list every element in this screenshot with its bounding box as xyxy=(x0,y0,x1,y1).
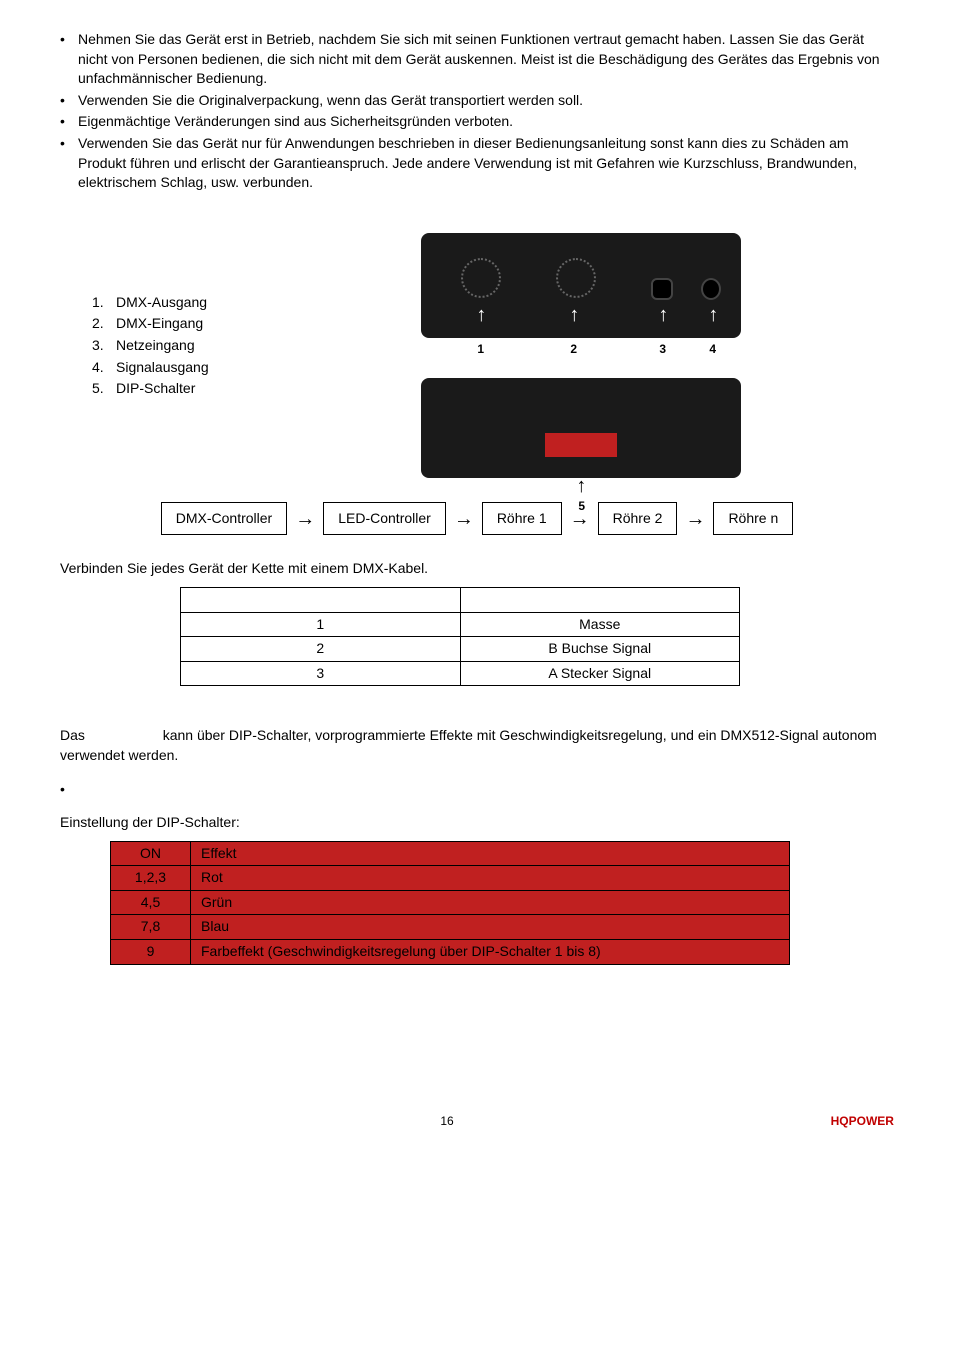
device-image-bottom xyxy=(421,378,741,478)
top-bullet-list: Nehmen Sie das Gerät erst in Betrieb, na… xyxy=(60,30,894,193)
arrow-up-icon: ↑ xyxy=(708,305,718,325)
arrow-right-icon: → xyxy=(685,509,705,529)
table-cell: ON xyxy=(111,841,191,866)
verbinden-text: Verbinden Sie jedes Gerät der Kette mit … xyxy=(60,559,894,579)
page-number: 16 xyxy=(440,1113,453,1130)
flow-box: Röhre 1 xyxy=(482,502,562,536)
table-cell: 4,5 xyxy=(111,890,191,915)
dmx-in-connector xyxy=(556,258,596,298)
table-cell: 1 xyxy=(181,612,461,637)
table-cell: 1,2,3 xyxy=(111,866,191,891)
arrow-up-icon: ↑ xyxy=(576,476,586,496)
device-images: ↑ ↑ ↑ ↑ 1 2 3 4 ↑ 5 xyxy=(269,233,894,478)
img-label: 3 xyxy=(659,341,666,358)
einstellung-label: Einstellung der DIP-Schalter: xyxy=(60,813,894,833)
device-image-top xyxy=(421,233,741,338)
desc-item: 1.DMX-Ausgang xyxy=(92,293,209,313)
bullet-item xyxy=(78,780,894,800)
img-label: 5 xyxy=(578,498,585,515)
dip-settings-table: ONEffekt 1,2,3Rot 4,5Grün 7,8Blau 9Farbe… xyxy=(110,841,790,965)
table-cell: Blau xyxy=(191,915,790,940)
flow-box: LED-Controller xyxy=(323,502,446,536)
signal-port xyxy=(701,278,721,300)
bullet-item: Verwenden Sie das Gerät nur für Anwendun… xyxy=(78,134,894,193)
table-cell: 9 xyxy=(111,940,191,965)
table-cell: Rot xyxy=(191,866,790,891)
arrow-right-icon: → xyxy=(454,509,474,529)
bullet-item: Eigenmächtige Veränderungen sind aus Sic… xyxy=(78,112,894,132)
power-port xyxy=(651,278,673,300)
img-label: 4 xyxy=(709,341,716,358)
desc-item: 2.DMX-Eingang xyxy=(92,314,209,334)
flow-box: DMX-Controller xyxy=(161,502,287,536)
desc-numbered-list: 1.DMX-Ausgang 2.DMX-Eingang 3.Netzeingan… xyxy=(60,293,209,401)
bullet-item: Nehmen Sie das Gerät erst in Betrieb, na… xyxy=(78,30,894,89)
description-section: 1.DMX-Ausgang 2.DMX-Eingang 3.Netzeingan… xyxy=(60,233,894,478)
table-cell: Grün xyxy=(191,890,790,915)
das-paragraph: Das kann über DIP-Schalter, vorprogrammi… xyxy=(60,726,894,765)
page-footer: 16 HQPOWER xyxy=(60,1113,894,1130)
desc-item: 3.Netzeingang xyxy=(92,336,209,356)
flow-box: Röhre 2 xyxy=(598,502,678,536)
table-cell xyxy=(460,587,740,612)
arrow-right-icon: → xyxy=(295,509,315,529)
table-cell: Masse xyxy=(460,612,740,637)
dip-switch xyxy=(545,433,617,457)
arrow-up-icon: ↑ xyxy=(476,305,486,325)
table-cell xyxy=(181,587,461,612)
lone-bullet xyxy=(60,780,894,800)
bullet-item: Verwenden Sie die Originalverpackung, we… xyxy=(78,91,894,111)
arrow-up-icon: ↑ xyxy=(569,305,579,325)
table-cell: Farbeffekt (Geschwindigkeitsregelung übe… xyxy=(191,940,790,965)
table-cell: A Stecker Signal xyxy=(460,661,740,686)
table-cell: B Buchse Signal xyxy=(460,637,740,662)
flow-diagram: DMX-Controller → LED-Controller → Röhre … xyxy=(60,502,894,536)
dmx-pin-table: 1Masse 2B Buchse Signal 3A Stecker Signa… xyxy=(180,587,740,686)
brand-label: HQPOWER xyxy=(831,1113,894,1130)
table-cell: 7,8 xyxy=(111,915,191,940)
img-label: 1 xyxy=(477,341,484,358)
img-label: 2 xyxy=(570,341,577,358)
flow-box: Röhre n xyxy=(713,502,793,536)
dmx-out-connector xyxy=(461,258,501,298)
desc-item: 5.DIP-Schalter xyxy=(92,379,209,399)
table-cell: 2 xyxy=(181,637,461,662)
arrow-up-icon: ↑ xyxy=(658,305,668,325)
table-cell: Effekt xyxy=(191,841,790,866)
desc-item: 4.Signalausgang xyxy=(92,358,209,378)
table-cell: 3 xyxy=(181,661,461,686)
